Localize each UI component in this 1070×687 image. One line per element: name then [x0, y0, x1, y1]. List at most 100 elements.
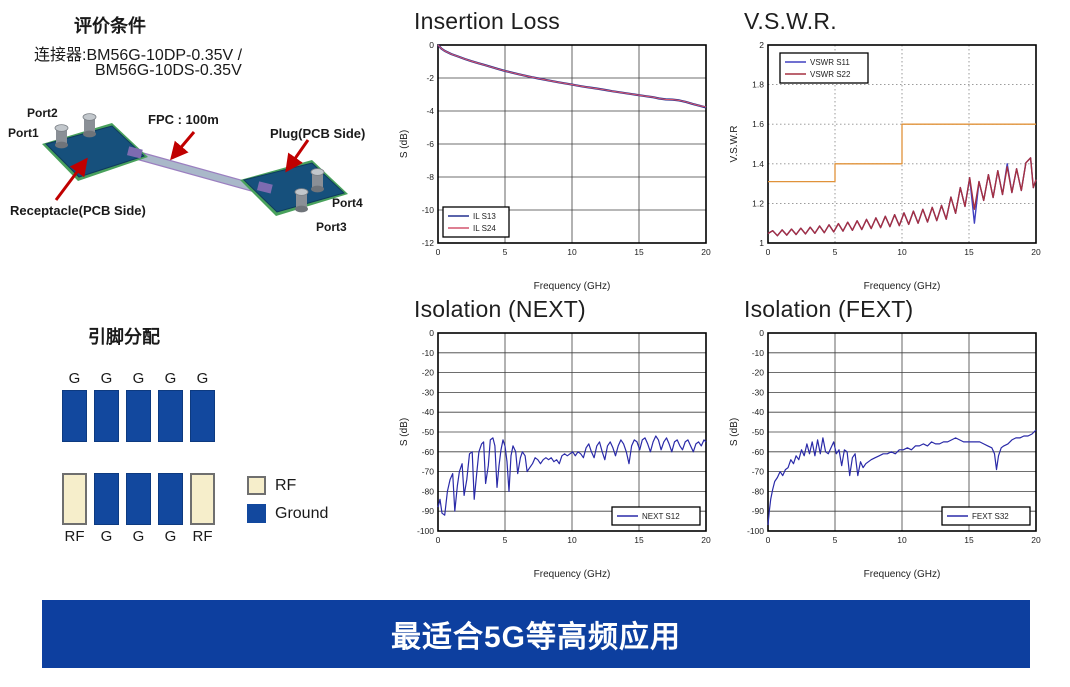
chart-title: Isolation (FEXT)	[744, 296, 914, 322]
pin-rf	[190, 473, 215, 525]
chart-title: V.S.W.R.	[744, 8, 837, 34]
svg-text:-50: -50	[422, 427, 435, 437]
pin-label: RF	[64, 528, 85, 545]
pin-label: G	[100, 370, 113, 387]
port2-label: Port2	[27, 106, 58, 120]
svg-text:0: 0	[759, 328, 764, 338]
svg-text:-10: -10	[422, 348, 435, 358]
svg-text:-20: -20	[422, 368, 435, 378]
tagline-banner: 最适合5G等高频应用	[42, 600, 1030, 668]
x-axis-label: Frequency (GHz)	[864, 281, 941, 292]
pin-legend-ground: Ground	[247, 504, 328, 523]
chart-legend	[442, 206, 510, 238]
receptacle-connector	[126, 146, 143, 159]
pin-label: G	[68, 370, 81, 387]
pin-legend-rf: RF	[247, 476, 328, 495]
svg-text:20: 20	[1031, 535, 1041, 545]
plug-arrow	[285, 139, 310, 173]
svg-text:-8: -8	[426, 172, 434, 182]
ground-swatch	[247, 504, 266, 523]
pin-ground	[94, 390, 119, 442]
pin-legend: RF Ground	[247, 476, 328, 532]
svg-text:1.2: 1.2	[752, 198, 764, 208]
svg-text:10: 10	[567, 535, 577, 545]
eval-conditions-title: 评价条件	[74, 16, 146, 36]
chart-legend	[779, 52, 869, 84]
pin-ground	[158, 390, 183, 442]
svg-text:-100: -100	[747, 526, 764, 536]
svg-text:-80: -80	[752, 486, 765, 496]
svg-text:-90: -90	[422, 506, 435, 516]
pin-label: G	[132, 528, 145, 545]
svg-text:1.6: 1.6	[752, 119, 764, 129]
plug-label: Plug(PCB Side)	[270, 126, 366, 141]
svg-text:15: 15	[634, 247, 644, 257]
svg-text:15: 15	[964, 535, 974, 545]
chart-vswr-canvas: 0 5 10 15 20 1 1.2 1.4 1.6 1.8 2 Frequency (GHz) V.S…	[729, 40, 1041, 292]
legend-label: NEXT S12	[642, 512, 680, 521]
y-axis-label: S (dB)	[729, 418, 740, 446]
chart-isolation-next-canvas: 0 5 10 15 20 0 -10 -20 -30 -40 -50 -60 -70 -80 -90 -100…	[399, 328, 711, 580]
svg-text:1.8: 1.8	[752, 80, 764, 90]
svg-text:1.4: 1.4	[752, 159, 764, 169]
svg-text:-12: -12	[422, 238, 435, 248]
svg-text:5: 5	[833, 247, 838, 257]
svg-text:15: 15	[634, 535, 644, 545]
pin-ground	[126, 390, 151, 442]
pin-top-row	[62, 390, 252, 442]
svg-text:0: 0	[436, 247, 441, 257]
svg-text:-2: -2	[426, 73, 434, 83]
svg-text:-70: -70	[422, 467, 435, 477]
svg-text:-40: -40	[422, 407, 435, 417]
svg-text:0: 0	[429, 40, 434, 50]
tagline-text: 最适合5G等高频应用	[390, 621, 682, 654]
pin-rf	[62, 473, 87, 525]
chart-title: Isolation (NEXT)	[414, 296, 586, 322]
x-axis-label: Frequency (GHz)	[864, 569, 941, 580]
legend-label: FEXT S32	[972, 512, 1009, 521]
svg-text:-20: -20	[752, 368, 765, 378]
pin-label: G	[132, 370, 145, 387]
rf-swatch	[247, 476, 266, 495]
port1-connector	[54, 124, 69, 149]
pin-assignment-diagram: G G G G G RF G G G RF	[62, 370, 252, 545]
svg-text:-90: -90	[752, 506, 765, 516]
fpc-ribbon	[135, 150, 263, 195]
ground-legend-label: Ground	[275, 504, 329, 522]
svg-text:-50: -50	[752, 427, 765, 437]
chart-legend	[611, 506, 701, 526]
pin-ground	[158, 473, 183, 525]
fixture-drawing	[42, 113, 348, 216]
pin-ground	[62, 390, 87, 442]
svg-text:-100: -100	[417, 526, 434, 536]
svg-text:15: 15	[964, 247, 974, 257]
chart-legend	[941, 506, 1031, 526]
series-spec-limit	[768, 123, 1036, 183]
receptacle-label: Receptacle(PCB Side)	[10, 203, 146, 218]
svg-text:1: 1	[759, 238, 764, 248]
chart-vswr: V.S.W.R. 0 5 10 15 20 1 1.2 1.4 1.6 1.8 2 Frequency …	[726, 8, 1056, 298]
connector-model-line1: 连接器:BM56G-10DP-0.35V /	[34, 47, 243, 64]
x-axis-label: Frequency (GHz)	[534, 569, 611, 580]
receptacle-arrow	[54, 157, 88, 201]
svg-text:20: 20	[1031, 247, 1041, 257]
svg-text:-10: -10	[752, 348, 765, 358]
svg-text:20: 20	[701, 247, 711, 257]
pin-top-labels: G G G G G	[62, 370, 252, 387]
series-vswr-s22	[767, 157, 1037, 237]
svg-text:-10: -10	[422, 205, 435, 215]
pin-ground	[190, 390, 215, 442]
chart-insertion-loss-canvas: 0 5 10 15 20 0 -2 -4 -6 -8 -10 -12 Frequency (GHz) S …	[399, 40, 711, 292]
legend-label: VSWR S22	[810, 70, 851, 79]
svg-text:-30: -30	[422, 387, 435, 397]
pin-ground	[94, 473, 119, 525]
svg-text:0: 0	[429, 328, 434, 338]
svg-text:5: 5	[503, 247, 508, 257]
svg-text:2: 2	[759, 40, 764, 50]
series-il-s24	[437, 44, 707, 108]
port4-label: Port4	[332, 196, 363, 210]
svg-text:-30: -30	[752, 387, 765, 397]
pin-label: G	[164, 528, 177, 545]
port3-label: Port3	[316, 220, 347, 234]
